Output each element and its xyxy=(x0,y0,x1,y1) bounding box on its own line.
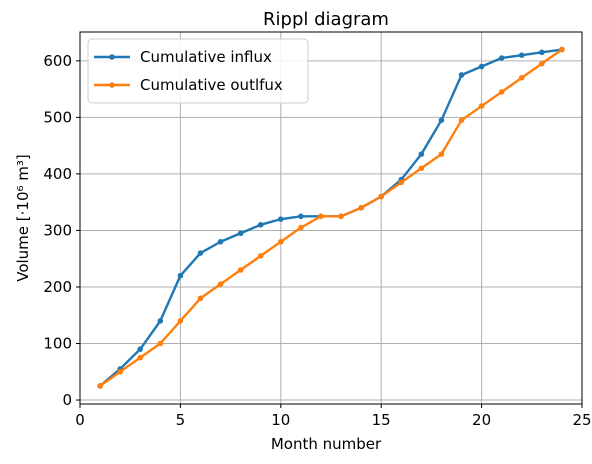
series-2-point xyxy=(478,103,485,109)
series-2-point xyxy=(97,383,103,389)
series-1-point xyxy=(458,72,465,78)
series-2-point xyxy=(378,193,385,200)
series-2-point xyxy=(418,165,425,172)
series-2-point xyxy=(237,267,244,273)
x-tick-label: 20 xyxy=(472,411,491,429)
series-2-point xyxy=(137,354,144,361)
series-2-point xyxy=(278,238,284,245)
series-2-point xyxy=(157,340,164,347)
series-1-point xyxy=(197,250,204,256)
x-ticks: 0 5 10 15 20 25 xyxy=(75,404,592,429)
x-tick-label: 15 xyxy=(372,411,391,429)
series-1-point xyxy=(157,318,164,324)
legend-label-1: Cumulative influx xyxy=(140,48,272,66)
y-tick-label: 100 xyxy=(43,335,72,353)
legend-label-2: Cumulative outlfux xyxy=(140,76,283,94)
series-1-point xyxy=(298,213,304,220)
series-2-point xyxy=(298,224,304,231)
series-line-2 xyxy=(99,48,563,387)
series-2-point xyxy=(438,151,445,157)
series-2-point xyxy=(398,179,405,186)
series-1-point xyxy=(498,55,505,61)
y-tick-label: 500 xyxy=(43,108,72,126)
series-1-point xyxy=(217,238,224,245)
series-2-point xyxy=(458,117,465,123)
x-tick-label: 25 xyxy=(572,411,591,429)
series-1-point xyxy=(518,52,525,58)
x-tick-label: 5 xyxy=(176,411,186,429)
legend-box xyxy=(87,38,309,104)
plot-frame xyxy=(79,31,583,405)
series-2-point xyxy=(197,295,204,302)
series-2-point xyxy=(539,60,545,67)
series-1-point xyxy=(418,151,425,157)
y-tick-label: 400 xyxy=(43,165,72,183)
series-2-point xyxy=(177,318,184,324)
series-2-point xyxy=(257,253,264,259)
series-1-point xyxy=(478,63,485,70)
series-1-point xyxy=(539,49,545,56)
series-layer xyxy=(97,46,565,389)
series-1-point xyxy=(438,117,445,123)
y-ticks: 0 100 200 300 400 500 600 xyxy=(43,52,80,409)
x-tick-label: 10 xyxy=(271,411,290,429)
chart-title: Rippl diagram xyxy=(263,9,389,30)
legend-marker-2 xyxy=(109,82,115,88)
x-tick-label: 0 xyxy=(75,411,85,429)
series-1-point xyxy=(137,346,144,352)
y-tick-label: 300 xyxy=(43,221,72,239)
series-1-point xyxy=(237,230,244,237)
series-2-point xyxy=(318,213,324,220)
series-1-point xyxy=(177,272,184,279)
y-tick-label: 600 xyxy=(43,52,72,70)
legend: Cumulative influx Cumulative outlfux xyxy=(87,38,309,104)
y-tick-label: 0 xyxy=(62,391,72,409)
series-2-point xyxy=(358,205,364,211)
y-axis-label: Volume [·10⁶ m³] xyxy=(14,154,32,282)
y-tick-label: 200 xyxy=(43,278,72,296)
series-2-point xyxy=(117,368,123,375)
series-2-point xyxy=(518,74,525,81)
series-1-point xyxy=(278,216,284,222)
legend-marker-1 xyxy=(109,54,115,60)
series-2-point xyxy=(559,46,565,53)
series-2-point xyxy=(338,213,344,220)
series-1-point xyxy=(257,221,264,228)
x-axis-label: Month number xyxy=(271,435,382,453)
series-2-point xyxy=(217,281,224,287)
series-2-point xyxy=(498,89,505,95)
